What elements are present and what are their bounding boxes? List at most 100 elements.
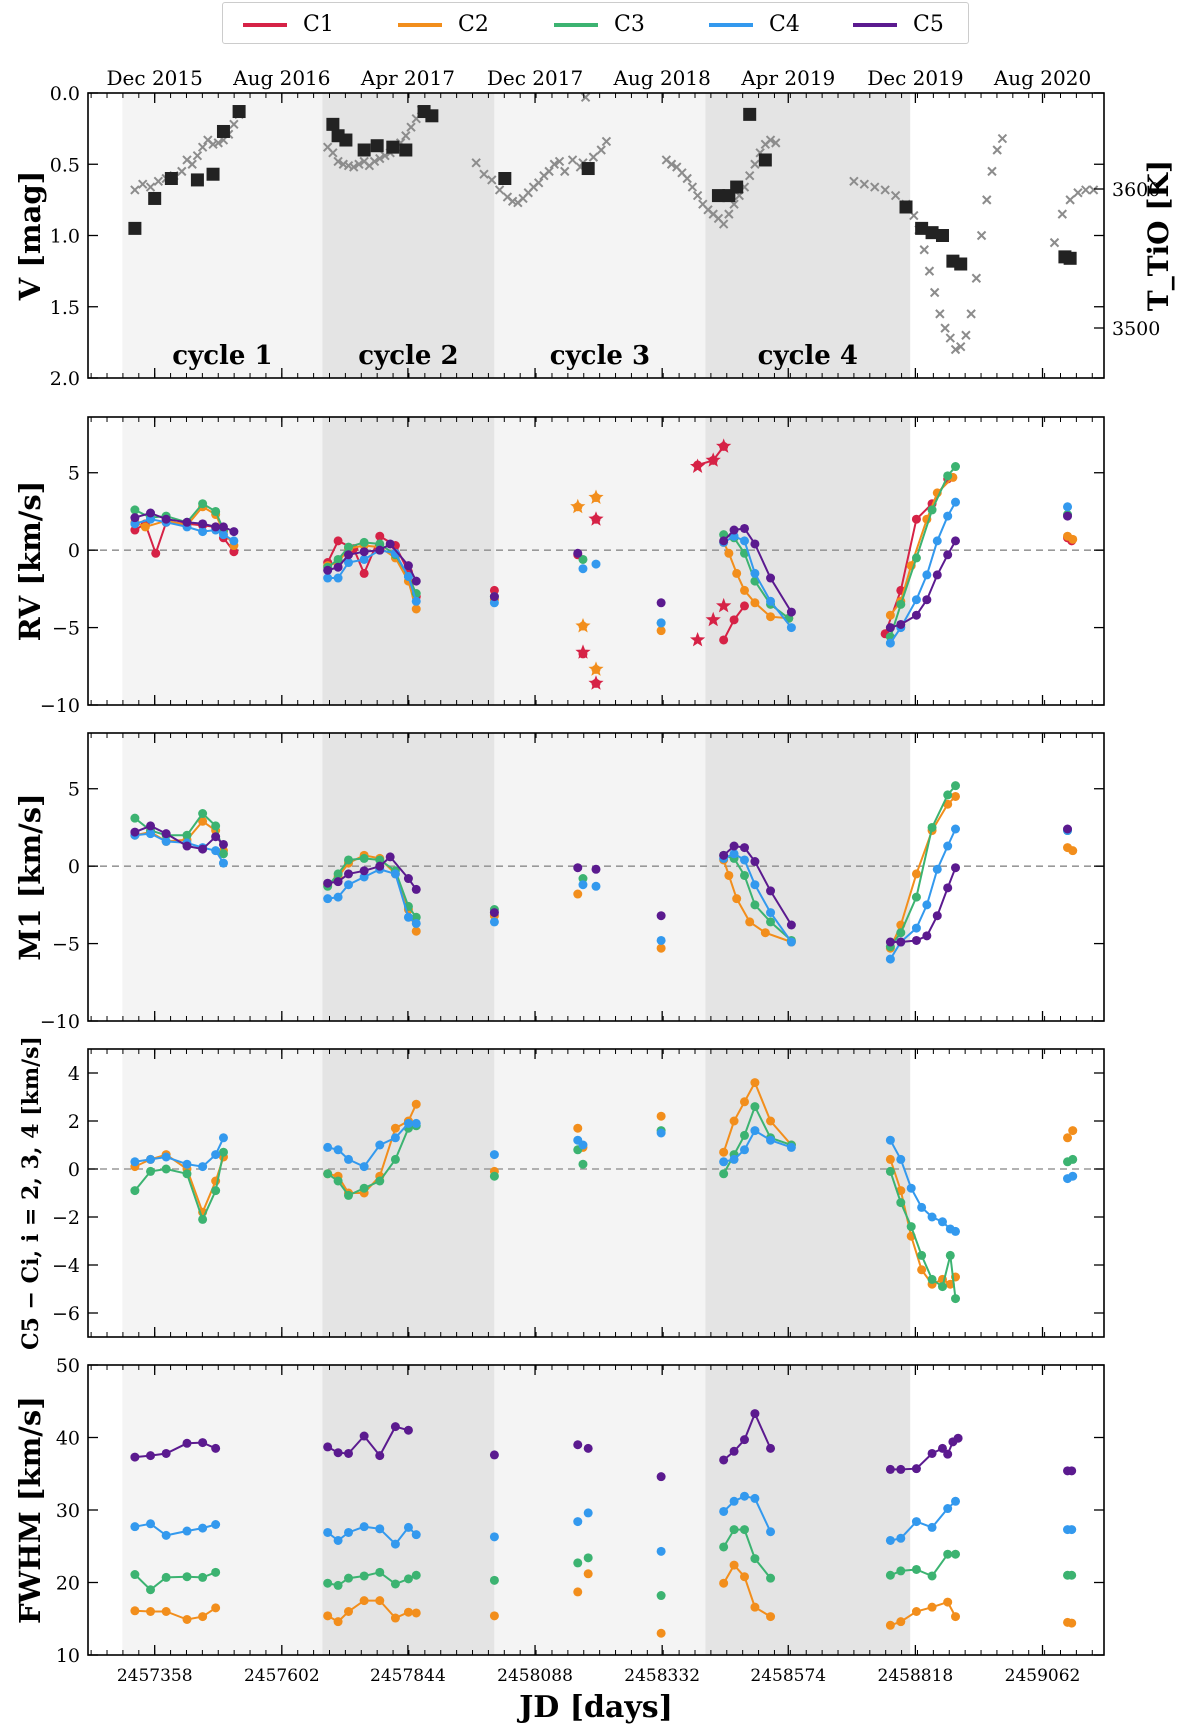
cycle-shade-4 — [705, 417, 911, 705]
series-point-c3 — [656, 1591, 666, 1601]
v-mag-point — [375, 153, 385, 164]
series-point-c3 — [766, 917, 776, 927]
series-point-c4 — [344, 1154, 354, 1164]
series-point-c3 — [323, 1169, 333, 1179]
series-point-c3 — [161, 1572, 171, 1582]
series-point-c2 — [573, 1587, 583, 1597]
star-marker — [690, 632, 706, 647]
v-mag-point — [692, 190, 703, 201]
v-mag-point — [349, 162, 359, 172]
series-point-c2 — [943, 1597, 953, 1607]
series-point-c4 — [375, 1524, 385, 1534]
series-point-c4 — [932, 864, 942, 874]
series-point-c4 — [344, 558, 354, 568]
series-point-c4 — [896, 1154, 906, 1164]
ttio-point — [730, 180, 744, 194]
series-point-c3 — [333, 1176, 343, 1186]
series-point-c4 — [344, 1527, 354, 1537]
series-point-c3 — [130, 505, 140, 515]
series-point-c3 — [739, 1130, 749, 1140]
cycle-shade-1 — [122, 1049, 323, 1337]
panel-rv: −10 −5 0 5 RV [km/s] — [13, 416, 1105, 717]
series-point-c4 — [951, 824, 961, 834]
series-point-c3 — [146, 1166, 156, 1176]
series-point-c2 — [333, 1617, 343, 1627]
series-point-c3 — [198, 1214, 208, 1224]
series-point-c2 — [323, 1611, 333, 1621]
series-point-c1 — [739, 601, 749, 611]
v-mag-point — [744, 170, 755, 181]
series-point-c4 — [906, 1183, 916, 1193]
series-point-c4 — [786, 937, 796, 947]
v-mag-point — [153, 176, 164, 187]
series-point-c4 — [146, 514, 156, 524]
series-point-c4 — [489, 1150, 499, 1160]
series-point-c2 — [729, 1116, 739, 1126]
ttio-point — [743, 107, 757, 121]
cycle-shade-4 — [705, 1365, 911, 1655]
series-point-c3 — [885, 1570, 895, 1580]
series-point-c4 — [917, 1202, 927, 1212]
series-point-c4 — [161, 836, 171, 846]
series-point-c1 — [151, 548, 161, 558]
series-point-c2 — [729, 1560, 739, 1570]
v-mag-point — [987, 166, 997, 177]
series-point-c3 — [719, 530, 729, 540]
series-point-c3 — [927, 1274, 937, 1284]
series-point-c3 — [927, 822, 937, 832]
series-point-c5 — [766, 886, 776, 896]
series-point-c5 — [739, 843, 749, 853]
series-point-c3 — [896, 928, 906, 938]
series-point-c5 — [1063, 511, 1073, 521]
series-point-c5 — [411, 884, 421, 894]
cycle-shade-3 — [494, 93, 706, 378]
ttio-point — [128, 221, 142, 235]
series-point-c4 — [161, 1152, 171, 1162]
series-point-c4 — [411, 1530, 421, 1540]
series-point-c3 — [218, 1147, 228, 1157]
y-tick-label: 5 — [68, 779, 80, 801]
series-point-c4 — [1063, 502, 1073, 512]
series-point-c5 — [573, 548, 583, 558]
series-point-c4 — [578, 880, 588, 890]
ttio-point — [206, 167, 220, 181]
v-mag-point — [1073, 188, 1083, 198]
series-point-c1 — [489, 585, 499, 595]
series-point-c4 — [656, 1128, 666, 1138]
series-point-c5 — [937, 1443, 947, 1453]
series-point-c5 — [896, 619, 906, 629]
v-mag-point — [849, 176, 859, 187]
series-point-c1 — [911, 514, 921, 524]
v-mag-point — [479, 169, 489, 179]
series-point-c3 — [390, 1154, 400, 1164]
cycle-label-1: cycle 1 — [172, 341, 272, 371]
series-point-c3 — [344, 542, 354, 552]
panel-frame — [87, 732, 1105, 1022]
series-point-c3 — [927, 505, 937, 515]
series-point-c3 — [896, 599, 906, 609]
series-point-c2 — [573, 889, 583, 899]
series-point-c2 — [885, 1620, 895, 1630]
cycle-label-2: cycle 2 — [358, 341, 458, 371]
series-point-c3 — [211, 821, 221, 831]
series-point-c4 — [1068, 1171, 1078, 1181]
ttio-point — [357, 143, 371, 157]
v-mag-point — [976, 230, 987, 241]
cycle-shade-2 — [322, 1365, 495, 1655]
series-point-c3 — [333, 554, 343, 564]
series-point-c5 — [182, 1438, 192, 1448]
series-point-c4 — [411, 1118, 421, 1128]
series-point-c5 — [943, 550, 953, 560]
series-point-c3 — [951, 781, 961, 791]
series-point-c2 — [130, 1606, 140, 1616]
series-point-c2 — [198, 816, 208, 826]
v-mag-point — [950, 344, 961, 355]
series-point-c4 — [911, 1517, 921, 1527]
series-point-c4 — [333, 892, 343, 902]
series-point-c5 — [896, 1464, 906, 1474]
top-date-label: Dec 2015 — [107, 66, 203, 90]
series-point-c3 — [719, 1169, 729, 1179]
series-point-c5 — [573, 863, 583, 873]
x-tick-label: 2457602 — [244, 1666, 320, 1686]
series-point-c3 — [911, 1564, 921, 1574]
